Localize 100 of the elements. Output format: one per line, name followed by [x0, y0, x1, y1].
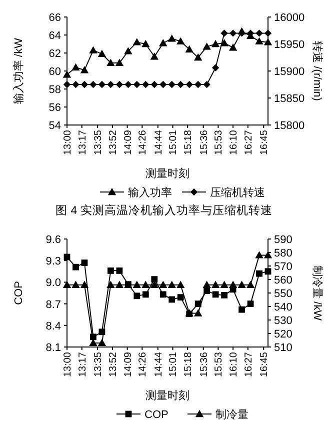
y2-tick-label: 15850 [274, 93, 305, 105]
y-axis-title: 输入功率 /kW [12, 37, 25, 104]
point [134, 292, 140, 300]
y2-tick-label: 16000 [274, 12, 305, 24]
point [142, 80, 150, 88]
y-tick-label: 56 [48, 102, 61, 114]
point [150, 52, 158, 60]
x-tick-label: 13:35 [93, 130, 104, 156]
legend-label: COP [144, 409, 168, 421]
point [177, 80, 184, 88]
x-tick-label: 14:44 [153, 130, 164, 156]
point [160, 291, 166, 298]
x-tick-label: 13:00 [62, 130, 74, 156]
point [177, 294, 184, 301]
legend-label: 压缩机转速 [210, 186, 265, 199]
x-tick-label: 13:17 [77, 352, 88, 378]
point [255, 251, 264, 258]
y-tick-label: 8.7 [46, 298, 61, 311]
y-axis-title: COP [13, 281, 25, 305]
y-tick-label: 9.3 [46, 256, 61, 268]
point [106, 58, 115, 66]
y2-tick-label: 580 [274, 248, 292, 260]
point [80, 280, 89, 288]
point [132, 38, 142, 46]
y2-tick-label: 520 [274, 328, 292, 340]
point [264, 268, 272, 275]
x-tick-label: 13:35 [93, 352, 104, 378]
point [72, 80, 80, 88]
x-tick-label: 14:26 [138, 352, 149, 378]
point [256, 270, 262, 277]
y2-tick-label: 510 [274, 342, 292, 354]
x-tick-label: 13:00 [62, 352, 74, 378]
point [212, 291, 219, 298]
y2-axis-title: 制冷量 /kW [311, 266, 324, 322]
point [124, 80, 132, 88]
point [72, 264, 79, 270]
x-tick-label: 16:27 [243, 130, 254, 156]
point [202, 280, 211, 288]
y2-tick-label: 15950 [274, 39, 305, 51]
point [107, 267, 114, 274]
point [256, 30, 263, 37]
point [168, 280, 176, 288]
y-tick-label: 58 [48, 84, 61, 96]
y-tick-label: 54 [48, 120, 61, 132]
point [151, 276, 158, 283]
x-axis-title: 测量时刻 [146, 389, 190, 402]
point [220, 30, 228, 37]
x-tick-label: 15:18 [183, 352, 194, 378]
point [116, 80, 124, 88]
x-tick-label: 13:52 [108, 130, 119, 156]
legend-label: 输入功率 [128, 186, 172, 199]
point [124, 47, 132, 54]
point [228, 44, 238, 51]
point [264, 38, 272, 46]
point [212, 64, 220, 72]
point [160, 80, 167, 88]
x-tick-label: 15:36 [198, 352, 210, 378]
point [228, 280, 238, 288]
point [98, 50, 106, 57]
y-tick-label: 8.4 [46, 320, 61, 332]
point [176, 280, 185, 288]
point [90, 80, 97, 88]
point [194, 300, 202, 307]
x-tick-label: 14:09 [122, 130, 134, 156]
point [176, 37, 185, 44]
point [185, 45, 194, 52]
x-tick-label: 16:45 [259, 130, 270, 156]
point [132, 280, 142, 288]
y-tick-label: 9.6 [46, 234, 61, 246]
point [168, 80, 176, 88]
point [246, 280, 255, 288]
point [142, 291, 149, 298]
y2-tick-label: 590 [274, 234, 292, 246]
x-tick-label: 15:01 [168, 130, 180, 156]
point [62, 280, 72, 288]
legend-label: 制冷量 [216, 408, 248, 421]
point [211, 280, 220, 288]
point [211, 40, 220, 48]
y-tick-label: 9.0 [46, 277, 61, 290]
y-tick-label: 8.1 [46, 342, 61, 354]
point [98, 80, 106, 88]
point [159, 280, 168, 288]
point [194, 80, 202, 88]
point [264, 30, 272, 37]
x-tick-label: 13:17 [77, 130, 88, 156]
point [220, 280, 228, 288]
x-tick-label: 15:18 [183, 130, 194, 156]
x-tick-label: 15:36 [198, 130, 210, 156]
point [81, 260, 88, 266]
x-tick-label: 15:53 [214, 130, 225, 156]
y2-tick-label: 15800 [274, 120, 305, 132]
point [115, 58, 124, 66]
x-tick-label: 16:10 [228, 130, 240, 156]
x-tick-label: 14:09 [122, 352, 134, 378]
point [202, 42, 211, 50]
point [168, 296, 176, 303]
y2-tick-label: 540 [274, 302, 292, 314]
point [194, 309, 202, 316]
x-tick-label: 14:44 [153, 352, 164, 378]
x-axis-title: 测量时刻 [146, 167, 190, 180]
